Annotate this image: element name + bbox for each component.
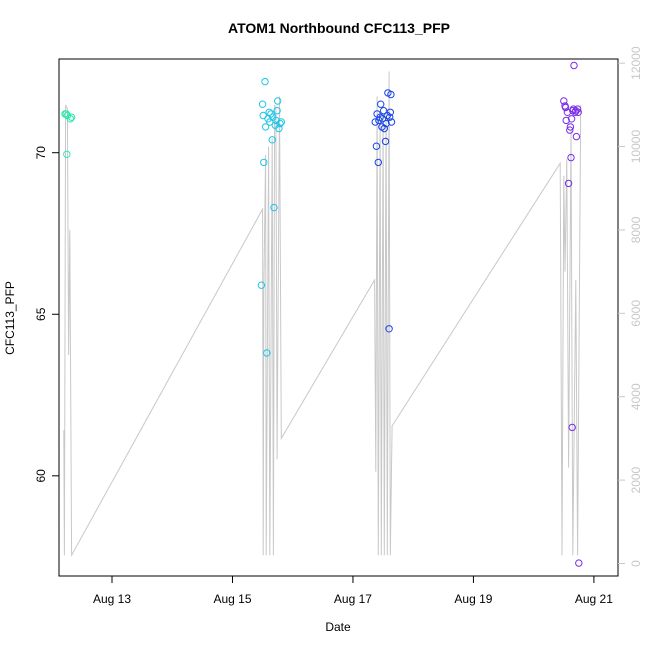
- altitude-trace: [63, 71, 582, 558]
- data-point: [382, 119, 390, 128]
- data-point: [380, 107, 388, 115]
- data-point: [566, 123, 575, 131]
- data-point: [372, 142, 381, 150]
- data-point: [574, 108, 582, 117]
- x-axis: Aug 13 Aug 15 Aug 17 Aug 19 Aug 21: [93, 576, 613, 606]
- data-point: [265, 108, 273, 117]
- x-tick-label: Aug 19: [454, 592, 492, 606]
- chart-title: ATOM1 Northbound CFC113_PFP: [228, 20, 450, 36]
- x-tick-label: Aug 13: [93, 592, 131, 606]
- y-right-tick-label: 10000: [629, 130, 643, 164]
- y-right-tick-label: 0: [629, 560, 643, 567]
- plot-frame: [58, 58, 619, 577]
- data-point: [270, 203, 278, 212]
- data-point: [374, 158, 382, 167]
- y-right-tick-label: 2000: [629, 466, 643, 493]
- data-point: [380, 124, 388, 133]
- data-point: [561, 103, 570, 112]
- data-point: [257, 281, 266, 289]
- data-point: [276, 119, 284, 128]
- y-right-tick-label: 4000: [629, 383, 643, 410]
- data-point: [385, 325, 393, 333]
- y-right-axis: 0 2000 4000 6000 8000 10000 12000: [618, 46, 643, 567]
- data-point: [377, 100, 385, 108]
- data-point: [273, 107, 281, 115]
- x-tick-label: Aug 21: [575, 592, 613, 606]
- x-tick-label: Aug 17: [334, 592, 372, 606]
- data-point: [386, 113, 394, 121]
- data-point: [258, 100, 267, 108]
- y-tick-label: 70: [34, 146, 48, 160]
- data-point: [274, 97, 282, 105]
- data-point: [381, 137, 390, 146]
- data-point: [67, 113, 76, 121]
- data-point: [261, 123, 270, 131]
- y-tick-label: 60: [34, 469, 48, 483]
- y-right-tick-label: 6000: [629, 300, 643, 327]
- data-point: [564, 179, 573, 188]
- data-point: [375, 116, 383, 125]
- altitude-line: [63, 71, 582, 558]
- data-point: [386, 108, 394, 117]
- data-point: [567, 115, 576, 123]
- y-left-axis: 60 65 70: [34, 146, 59, 483]
- data-point: [566, 126, 574, 134]
- y-tick-label: 65: [34, 307, 48, 321]
- data-point: [573, 105, 582, 113]
- data-point: [387, 90, 395, 99]
- y-axis-label: CFC113_PFP: [3, 281, 17, 355]
- data-point: [570, 61, 578, 70]
- data-point: [567, 153, 575, 162]
- data-point: [572, 132, 581, 141]
- data-point: [563, 108, 572, 117]
- data-point: [63, 150, 71, 159]
- data-point: [66, 115, 75, 123]
- data-point: [268, 136, 276, 144]
- y-right-tick-label: 8000: [629, 216, 643, 243]
- data-point: [62, 110, 70, 118]
- data-point: [575, 559, 583, 567]
- data-point: [277, 118, 285, 126]
- data-points: [61, 61, 583, 567]
- data-point: [263, 349, 271, 357]
- x-tick-label: Aug 15: [213, 592, 251, 606]
- data-point: [261, 77, 269, 86]
- data-point: [560, 97, 568, 105]
- y-right-tick-label: 12000: [629, 46, 643, 80]
- data-point: [568, 423, 576, 432]
- x-axis-label: Date: [325, 620, 351, 634]
- data-point: [275, 124, 283, 133]
- data-point: [562, 116, 570, 125]
- data-point: [371, 118, 379, 126]
- data-point: [387, 118, 396, 126]
- data-point: [260, 158, 268, 167]
